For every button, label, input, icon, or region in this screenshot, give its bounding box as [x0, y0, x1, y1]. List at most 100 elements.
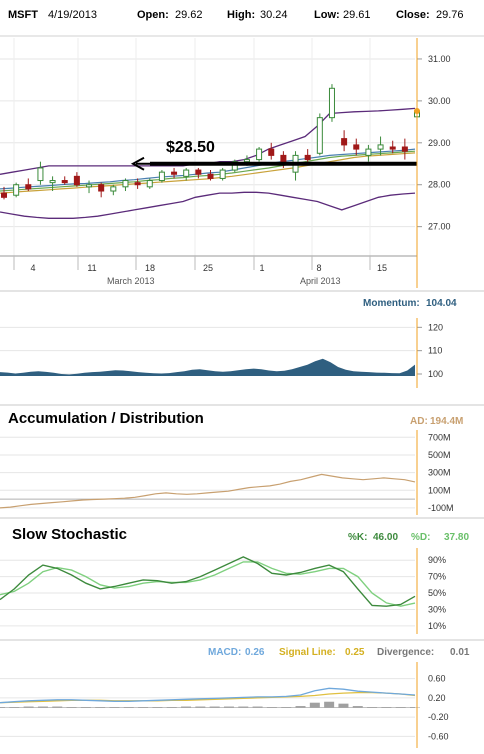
header-bar: MSFT 4/19/2013 Open: 29.62 High: 30.24 L… — [8, 9, 464, 21]
price-y-ticks: 31.00 30.00 29.00 28.00 27.00 — [417, 54, 451, 232]
macd-divergence-bar — [166, 707, 177, 708]
candle-down — [98, 184, 105, 192]
momentum-y-ticks: 120 110 100 — [417, 322, 443, 379]
macd-divergence-bar — [223, 706, 234, 708]
ad-grid — [0, 436, 415, 509]
macd-value: 0.26 — [245, 647, 265, 658]
candle-down — [171, 171, 178, 175]
candle-up — [110, 186, 117, 192]
stochastic-y-tick: 10% — [428, 621, 446, 631]
candle-down — [73, 175, 80, 186]
month-label-april: April 2013 — [300, 276, 341, 286]
momentum-value: 104.04 — [426, 298, 457, 309]
price-y-tick: 28.00 — [428, 180, 451, 190]
macd-divergence-bar — [152, 707, 163, 708]
stochastic-y-tick: 90% — [428, 555, 446, 565]
open-label: Open: — [137, 9, 169, 21]
price-x-tick: 18 — [145, 263, 155, 273]
price-grid — [0, 38, 415, 256]
price-y-tick: 30.00 — [428, 96, 451, 106]
price-y-tick: 27.00 — [428, 222, 451, 232]
price-x-tick: 11 — [87, 263, 96, 273]
candle-down — [207, 173, 214, 179]
date-label: 4/19/2013 — [48, 9, 97, 21]
candle-down — [1, 192, 7, 198]
macd-line — [0, 687, 416, 704]
macd-divergence-bar — [80, 707, 91, 708]
candle-up — [122, 180, 129, 188]
close-value: 29.76 — [436, 9, 464, 21]
macd-divergence-bar — [138, 707, 149, 708]
momentum-area-fill — [0, 358, 415, 376]
candle-up — [219, 169, 226, 179]
low-value: 29.61 — [343, 9, 371, 21]
price-x-tick: 4 — [30, 263, 35, 273]
macd-divergence-bar — [266, 707, 277, 708]
candle-up — [365, 148, 372, 156]
close-label: Close: — [396, 9, 430, 21]
candle-down — [341, 138, 348, 146]
candle-down — [304, 154, 311, 161]
macd-divergence-bar — [195, 706, 206, 708]
candle-down — [389, 146, 396, 150]
macd-divergence-bar — [367, 707, 378, 708]
price-x-tick: 8 — [316, 263, 321, 273]
candle-up — [86, 184, 93, 188]
candle-up — [158, 171, 165, 182]
candle-down — [353, 144, 360, 150]
price-x-ticks: 4 11 18 25 1 8 15 — [0, 255, 417, 273]
macd-y-tick: -0.20 — [428, 712, 449, 722]
price-x-tick: 25 — [203, 263, 213, 273]
macd-y-ticks: 0.60 0.20 -0.20 -0.60 — [428, 674, 449, 742]
macd-divergence-bar — [9, 707, 20, 708]
support-price-label: $28.50 — [166, 139, 215, 156]
candle-down — [401, 146, 408, 152]
price-x-tick: 15 — [377, 263, 387, 273]
macd-divergence-bar — [95, 707, 106, 708]
macd-label: MACD: — [208, 647, 241, 658]
candle-up — [49, 180, 56, 184]
macd-lines — [0, 687, 420, 708]
d-label: %D: — [411, 532, 430, 543]
divergence-label: Divergence: — [377, 647, 434, 658]
moving-average-line — [0, 148, 416, 190]
signal-label: Signal Line: — [279, 647, 336, 658]
stochastic-title: Slow Stochastic — [12, 526, 127, 543]
ad-label: AD: — [410, 416, 428, 427]
macd-divergence-bar — [37, 706, 48, 708]
candle-down — [61, 180, 68, 184]
ad-y-tick: 500M — [428, 450, 451, 460]
macd-divergence-bar — [309, 702, 320, 708]
ad-value: 194.4M — [430, 416, 463, 427]
momentum-grid — [0, 326, 415, 375]
macd-divergence-bar — [381, 707, 392, 708]
macd-grid — [0, 678, 415, 737]
symbol-label: MSFT — [8, 9, 38, 21]
ad-title: Accumulation / Distribution — [8, 410, 204, 427]
momentum-y-tick: 120 — [428, 322, 443, 332]
macd-divergence-bar — [0, 707, 5, 708]
macd-divergence-bar — [324, 701, 335, 708]
ad-series-line — [0, 473, 416, 509]
macd-y-tick: 0.60 — [428, 674, 446, 684]
macd-divergence-bar — [23, 706, 34, 708]
macd-divergence-bar — [410, 707, 420, 708]
candle-up — [146, 180, 153, 188]
momentum-y-tick: 100 — [428, 369, 443, 379]
price-x-tick: 1 — [259, 263, 264, 273]
stochastic-grid — [0, 559, 415, 627]
macd-divergence-bar — [66, 707, 77, 708]
candle-up — [256, 148, 263, 161]
low-label: Low: — [314, 9, 340, 21]
macd-divergence-bar — [281, 707, 292, 708]
stochastic-d-line — [0, 561, 416, 607]
candle-down — [25, 184, 32, 190]
ad-y-tick: 100M — [428, 485, 451, 495]
candle-up — [183, 169, 190, 177]
stochastic-y-ticks: 90% 70% 50% 30% 10% — [428, 555, 446, 631]
momentum-area — [0, 358, 415, 376]
support-annotation: $28.50 — [130, 139, 417, 171]
macd-divergence-bar — [352, 706, 363, 708]
candle-down — [134, 182, 141, 186]
